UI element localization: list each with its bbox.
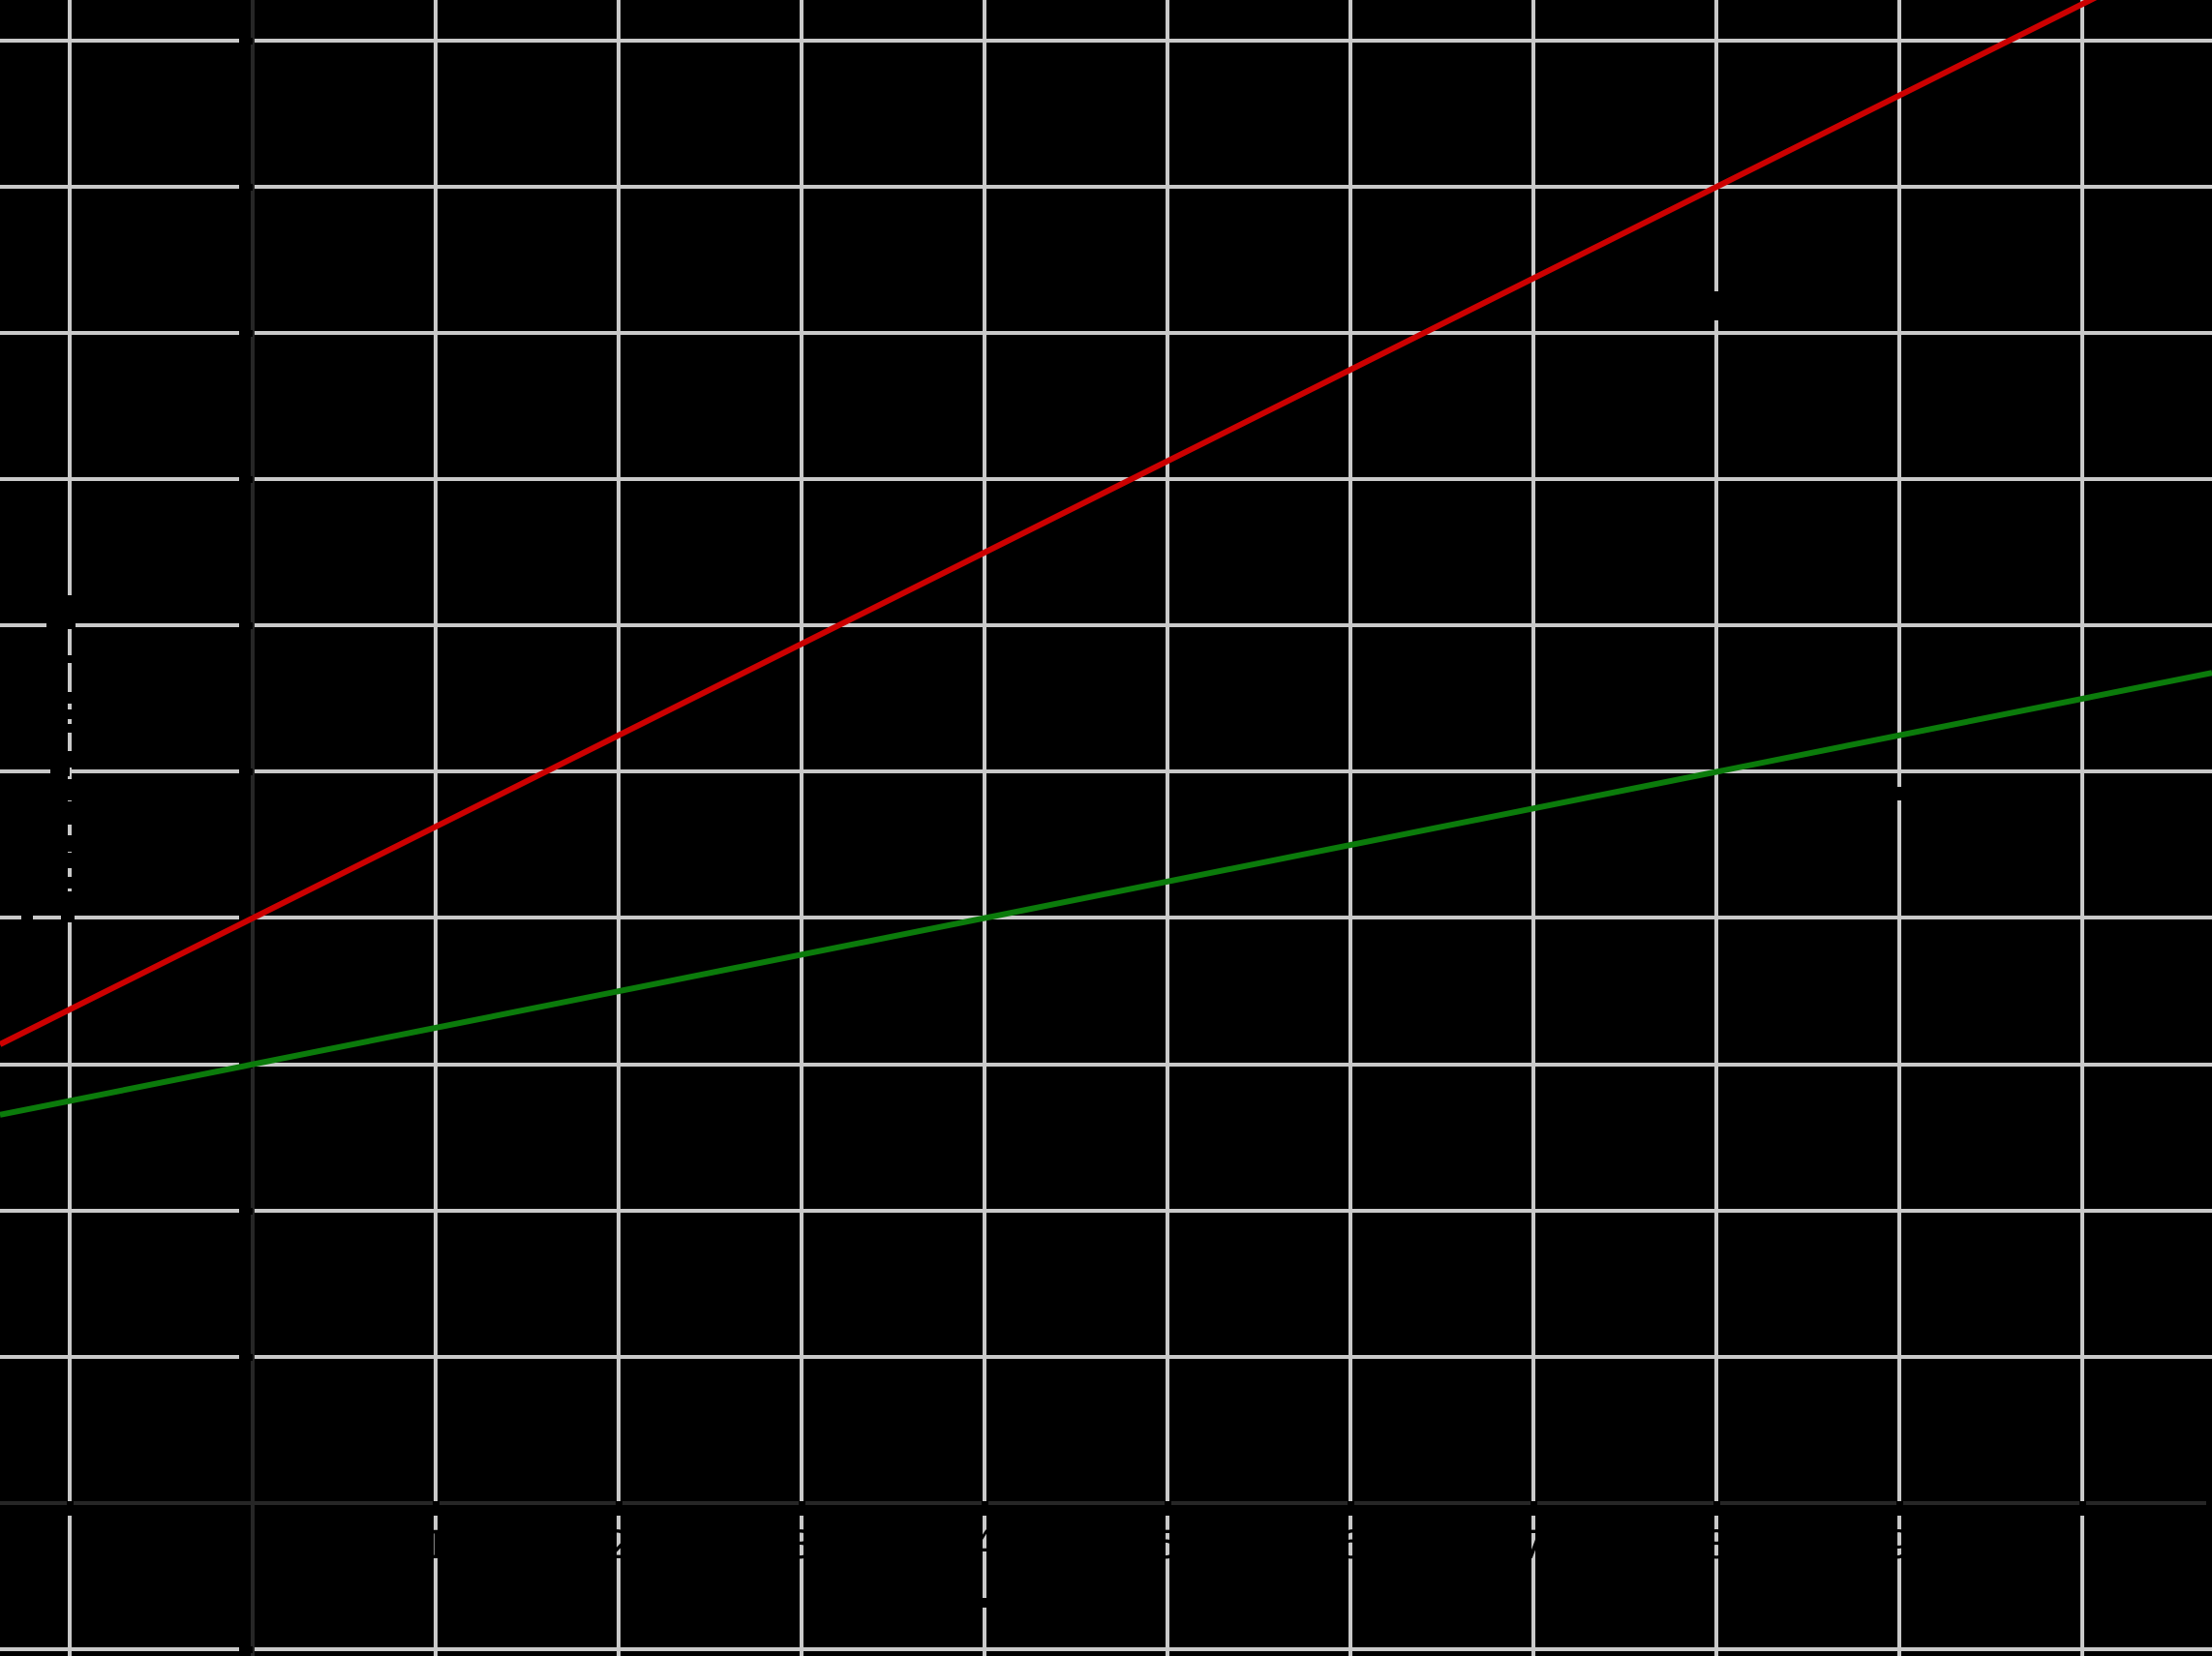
y-axis-tick (239, 1208, 253, 1215)
label-fragment (68, 655, 75, 663)
x-tick-label: 5 (1155, 1523, 1179, 1568)
x-axis-tick (2079, 1501, 2086, 1516)
label-fragment (68, 724, 75, 733)
label-fragment (68, 835, 75, 852)
label-fragment (68, 877, 75, 888)
x-axis-tick (1713, 1501, 1720, 1516)
x-axis-tick (799, 1501, 805, 1516)
x-tick-label: 1 (423, 1523, 447, 1568)
label-fragment (68, 853, 75, 868)
label-fragment (62, 595, 76, 604)
label-fragment (50, 767, 70, 776)
y-axis-tick (239, 330, 253, 337)
x-tick-label: 4 (972, 1523, 996, 1568)
label-fragment (68, 751, 75, 768)
x-axis-tick (433, 1501, 439, 1516)
label-fragment (61, 908, 74, 922)
x-axis-tick (1530, 1501, 1537, 1516)
x-tick-label: 3 (789, 1523, 813, 1568)
label-fragment (1705, 291, 1720, 320)
x-tick-label: 2 (606, 1523, 630, 1568)
y-axis-tick (239, 1354, 253, 1361)
y-axis-tick (239, 622, 253, 629)
y-axis-tick (239, 768, 253, 775)
y-axis-tick (239, 38, 253, 45)
x-tick-label: 8 (1704, 1523, 1728, 1568)
y-axis-tick (239, 1646, 253, 1653)
label-fragment (2206, 1500, 2212, 1507)
label-fragment (21, 914, 33, 921)
x-axis-tick (982, 1501, 988, 1516)
x-axis-tick (1165, 1501, 1171, 1516)
label-fragment (68, 692, 75, 704)
label-fragment (68, 602, 75, 623)
label-fragment (68, 709, 75, 719)
label-fragment (1892, 787, 1905, 800)
x-axis-tick (67, 1501, 74, 1516)
y-axis-tick (239, 476, 253, 483)
x-tick-label: 10 (2058, 1523, 2107, 1568)
label-fragment (68, 891, 75, 905)
label-fragment (68, 779, 75, 800)
label-fragment (60, 619, 76, 629)
red-line (0, 0, 2098, 1047)
label-fragment (980, 1598, 988, 1608)
x-tick-label: 7 (1521, 1523, 1545, 1568)
label-fragment (68, 801, 75, 825)
x-axis-tick (1348, 1501, 1354, 1516)
y-axis-tick (239, 184, 253, 191)
label-fragment (46, 618, 62, 629)
x-tick-label: 6 (1338, 1523, 1362, 1568)
green-line (0, 670, 2212, 1118)
x-axis-tick (1896, 1501, 1903, 1516)
x-tick-label: 9 (1887, 1523, 1911, 1568)
y-axis-tick (239, 915, 253, 921)
x-axis-tick (616, 1501, 622, 1516)
